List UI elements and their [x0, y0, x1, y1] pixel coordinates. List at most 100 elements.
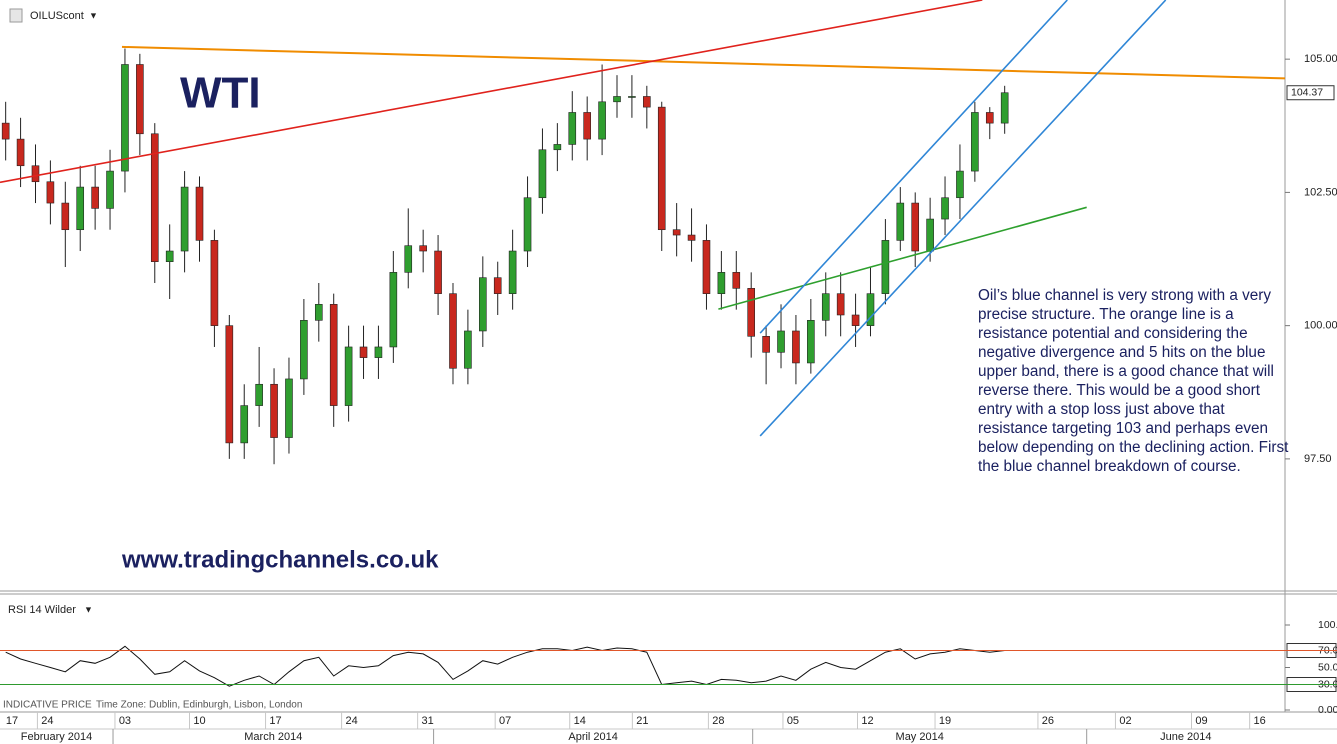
candle-body	[777, 330, 785, 353]
candle-body	[971, 112, 979, 172]
candle-body	[255, 383, 263, 406]
annotation: Oil’s blue channel is very strong with a…	[978, 287, 1289, 475]
month-label: June 2014	[1160, 731, 1211, 743]
x-tick-label: 09	[1195, 715, 1207, 727]
y-tick-label: 102.50	[1304, 186, 1337, 198]
candle-body	[31, 165, 40, 183]
candle-body	[210, 240, 219, 326]
x-tick-label: 07	[499, 715, 511, 727]
y-tick-label: 105.00	[1304, 53, 1337, 65]
candle-body	[821, 293, 830, 321]
candle-body	[956, 170, 964, 199]
candle-body	[643, 96, 651, 108]
month-label: March 2014	[244, 731, 302, 743]
x-tick-label: 02	[1119, 715, 1131, 727]
month-label: May 2014	[896, 731, 944, 743]
candle-body	[717, 272, 726, 294]
x-tick-label: 28	[712, 715, 724, 727]
candle-body	[479, 277, 487, 332]
candle-body	[553, 144, 562, 151]
y-tick-label: 100.00	[1304, 320, 1337, 332]
candle-body	[613, 96, 621, 103]
candle-body	[1000, 92, 1009, 124]
candle-body	[672, 229, 681, 236]
candle-body	[136, 64, 144, 135]
candle-body	[180, 186, 189, 252]
symbol[interactable]: OILUScont	[30, 10, 84, 22]
x-tick-label: 19	[939, 715, 951, 727]
trend-line	[718, 206, 1087, 310]
x-tick-label: 17	[269, 715, 281, 727]
candle-body	[91, 186, 99, 209]
x-tick-label: 10	[193, 715, 205, 727]
x-tick-label: 21	[636, 715, 648, 727]
candle-body	[941, 197, 949, 220]
candle-body	[881, 240, 890, 294]
candle-body	[747, 288, 755, 337]
x-tick-label: 12	[861, 715, 873, 727]
trend-line	[0, 0, 983, 184]
rsi-line	[5, 645, 1005, 687]
candle-body	[240, 405, 249, 444]
candle-body	[374, 346, 383, 358]
x-tick-label: 24	[345, 715, 357, 727]
candle-body	[866, 293, 875, 326]
candle-body	[732, 272, 741, 289]
x-tick-label: 05	[787, 715, 799, 727]
candle-body	[270, 383, 278, 438]
last-price-label: 104.37	[1291, 87, 1323, 99]
x-tick-label: 14	[574, 715, 586, 727]
indicator-title[interactable]: RSI 14 Wilder	[8, 604, 76, 616]
trend-line	[759, 0, 1167, 437]
y-tick-label: 0.00	[1318, 704, 1337, 716]
candle-body	[16, 138, 25, 167]
x-tick-label: 17	[6, 715, 18, 727]
month-label: February 2014	[21, 731, 93, 743]
candle-body	[911, 202, 920, 252]
candle-body	[896, 202, 905, 241]
candle-body	[285, 378, 293, 438]
candle-body	[628, 96, 636, 98]
candle-body	[195, 186, 204, 241]
candle-body	[46, 181, 55, 204]
trend-line	[121, 45, 1285, 80]
price-plot	[0, 0, 1285, 465]
last-price-box	[1286, 85, 1335, 101]
candle-body	[657, 106, 666, 231]
candle-body	[106, 170, 114, 209]
candle-body	[583, 112, 591, 140]
candle-body	[434, 250, 442, 294]
y-tick-label: 100.00	[1318, 619, 1337, 631]
candle-body	[792, 330, 800, 364]
candle-body	[225, 325, 234, 444]
candle-body	[836, 293, 845, 316]
candle-body	[464, 330, 472, 369]
candle-body	[1, 122, 10, 140]
y-tick-label: 97.50	[1304, 453, 1332, 465]
candle-body	[523, 197, 532, 252]
candle-body	[493, 277, 502, 294]
candle-body	[300, 320, 308, 380]
trend-line	[759, 0, 1068, 334]
candle-body	[359, 346, 368, 358]
dropdown-arrow[interactable]: ▼	[89, 10, 98, 20]
candle-body	[762, 336, 770, 353]
y-tick-label: 50.00	[1318, 661, 1337, 673]
x-tick-label: 24	[41, 715, 53, 727]
candle-body	[702, 240, 711, 294]
symbol-icon	[9, 8, 23, 23]
x-tick-label: 31	[422, 715, 434, 727]
x-tick-label: 03	[119, 715, 131, 727]
dropdown-arrow[interactable]: ▼	[84, 604, 93, 614]
candle-body	[121, 64, 129, 172]
candle-body	[687, 234, 696, 241]
candle-body	[807, 320, 815, 364]
rsi-plot	[5, 645, 1005, 687]
candle-body	[329, 304, 338, 406]
watermark: www.tradingchannels.co.uk	[121, 546, 439, 573]
candle-body	[985, 112, 994, 124]
candle-body	[568, 112, 577, 145]
